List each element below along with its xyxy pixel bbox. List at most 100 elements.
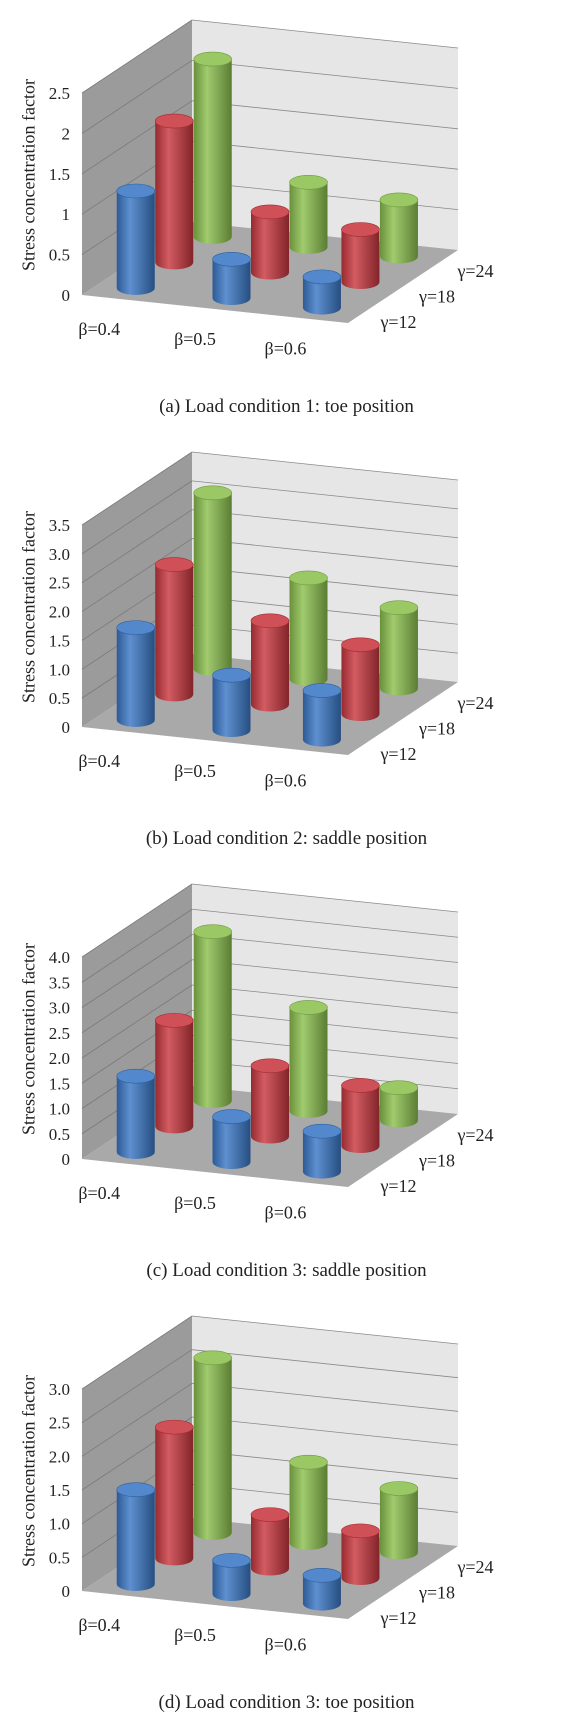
bar-d-s2-c0 <box>193 1350 233 1540</box>
bar-top <box>302 1567 342 1583</box>
chart-svg-a: 0 0.5 1 1.5 2 2.5 β=0.4 β=0.5 β=0.6 γ=12γ=18γ=24 <box>49 19 494 359</box>
y-tick-label: 1.5 <box>49 1481 70 1500</box>
y-tick-label: 0 <box>62 1150 71 1169</box>
bar-body <box>379 607 418 696</box>
caption-c: (c) Load condition 3: saddle position <box>146 1260 427 1281</box>
series-label-0: γ=12 <box>379 744 416 764</box>
bar-top <box>250 613 290 629</box>
bar-body <box>379 1488 418 1560</box>
gridline-back <box>191 908 459 938</box>
category-label-1: β=0.5 <box>174 329 216 349</box>
gridline-back <box>191 480 459 510</box>
gridline-back <box>191 934 459 963</box>
bar-body <box>251 620 289 712</box>
bar-top <box>116 183 156 199</box>
bar-body <box>341 229 380 290</box>
bar-top <box>302 269 342 285</box>
bar-top <box>341 637 380 653</box>
y-tick-label: 0.5 <box>49 246 70 265</box>
category-label-1: β=0.5 <box>174 1193 216 1213</box>
category-label-2: β=0.6 <box>265 1635 307 1655</box>
bar-b-s2-c1 <box>289 570 328 686</box>
y-axis-label-text-c: Stress concentration factor <box>18 943 39 1135</box>
gridline-side <box>81 19 193 94</box>
chart-svg-d: 00.51.01.52.02.53.0β=0.4β=0.5 β=0.6γ=12γ=… <box>49 1315 494 1655</box>
gridline-back <box>191 451 459 481</box>
bar-body <box>302 276 341 315</box>
bar-body <box>193 59 232 244</box>
y-tick-label: 0 <box>62 718 71 737</box>
y-tick-label: 4.0 <box>49 948 70 967</box>
bar-d-s0-c2 <box>302 1567 342 1611</box>
bar-body <box>155 1020 194 1134</box>
category-label-1: β=0.5 <box>174 761 216 781</box>
caption-d: (d) Load condition 3: toe position <box>158 1692 415 1713</box>
series-label-2: γ=24 <box>456 693 493 713</box>
gridline-back <box>191 984 459 1014</box>
bar-d-s2-c1 <box>289 1454 328 1550</box>
y-tick-label: 2.0 <box>49 603 70 622</box>
bar-top <box>250 1058 290 1074</box>
y-tick-label: 2.5 <box>49 1414 70 1433</box>
y-axis-label-text-d: Stress concentration factor <box>18 1375 39 1567</box>
gridline-side <box>81 509 193 584</box>
bar-body <box>193 492 232 676</box>
bar-top <box>193 924 233 939</box>
chart-panel-c: 0 0.5 1.0 1.5 2.0 2.5 3.0 3.5 4.0 β=0.4 β=0.5 β=0.6… <box>0 864 573 1294</box>
series-label-0: γ=12 <box>379 1176 416 1196</box>
gridline-back <box>191 100 459 130</box>
bar-body <box>341 644 380 722</box>
gridline-side <box>81 60 193 134</box>
bar-a-s0-c1 <box>212 251 251 306</box>
bar-body <box>302 690 341 747</box>
bar-body <box>251 1065 289 1144</box>
series-label-0: γ=12 <box>379 1608 416 1628</box>
back-wall <box>192 20 458 250</box>
y-tick-label: 3.0 <box>49 545 70 564</box>
bar-b-s1-c1 <box>250 613 290 712</box>
bar-top <box>212 251 251 267</box>
bar-body <box>251 211 289 280</box>
bar-c-s2-c0 <box>193 924 233 1108</box>
bar-c-s1-c0 <box>154 1013 194 1134</box>
bar-body <box>193 931 232 1108</box>
bar-top <box>302 1123 342 1139</box>
bar-body <box>116 1076 155 1159</box>
gridline-side <box>81 480 193 555</box>
y-tick-label: 2.0 <box>49 1049 70 1068</box>
bar-body <box>289 1007 328 1118</box>
bar-d-s1-c1 <box>250 1507 290 1576</box>
bar-body <box>251 1514 289 1576</box>
bar-body <box>289 182 328 254</box>
bar-body <box>212 675 251 738</box>
category-label-2: β=0.6 <box>265 339 307 359</box>
series-label-1: γ=18 <box>418 719 455 739</box>
bar-top <box>212 1109 251 1124</box>
bar-top <box>289 570 328 586</box>
bar-top <box>116 1482 156 1498</box>
bar-c-s0-c2 <box>302 1123 342 1179</box>
bar-body <box>155 121 194 270</box>
y-tick-label: 1.0 <box>49 1515 70 1534</box>
category-label-0: β=0.4 <box>78 751 120 771</box>
bar-body <box>341 1085 380 1154</box>
bar-d-s0-c1 <box>212 1553 251 1602</box>
bar-c-s0-c0 <box>116 1068 156 1159</box>
gridline-back <box>191 1315 459 1345</box>
category-label-0: β=0.4 <box>78 1183 120 1203</box>
bar-b-s0-c1 <box>212 667 251 738</box>
gridline-side <box>81 100 193 175</box>
bar-a-s1-c1 <box>250 204 290 280</box>
caption-a: (a) Load condition 1: toe position <box>159 396 414 417</box>
bar-top <box>116 620 156 635</box>
bar-a-s0-c2 <box>302 269 342 315</box>
bar-a-s1-c0 <box>154 113 194 270</box>
bar-top <box>379 1481 419 1496</box>
bar-top <box>154 1419 194 1435</box>
bar-c-s0-c1 <box>212 1109 251 1170</box>
chart-panel-a: 0 0.5 1 1.5 2 2.5 β=0.4 β=0.5 β=0.6 γ=12 γ=18 γ=24 … <box>0 0 573 430</box>
bar-top <box>250 204 290 220</box>
bar-top <box>379 1080 419 1095</box>
bar-a-s2-c0 <box>193 51 233 244</box>
